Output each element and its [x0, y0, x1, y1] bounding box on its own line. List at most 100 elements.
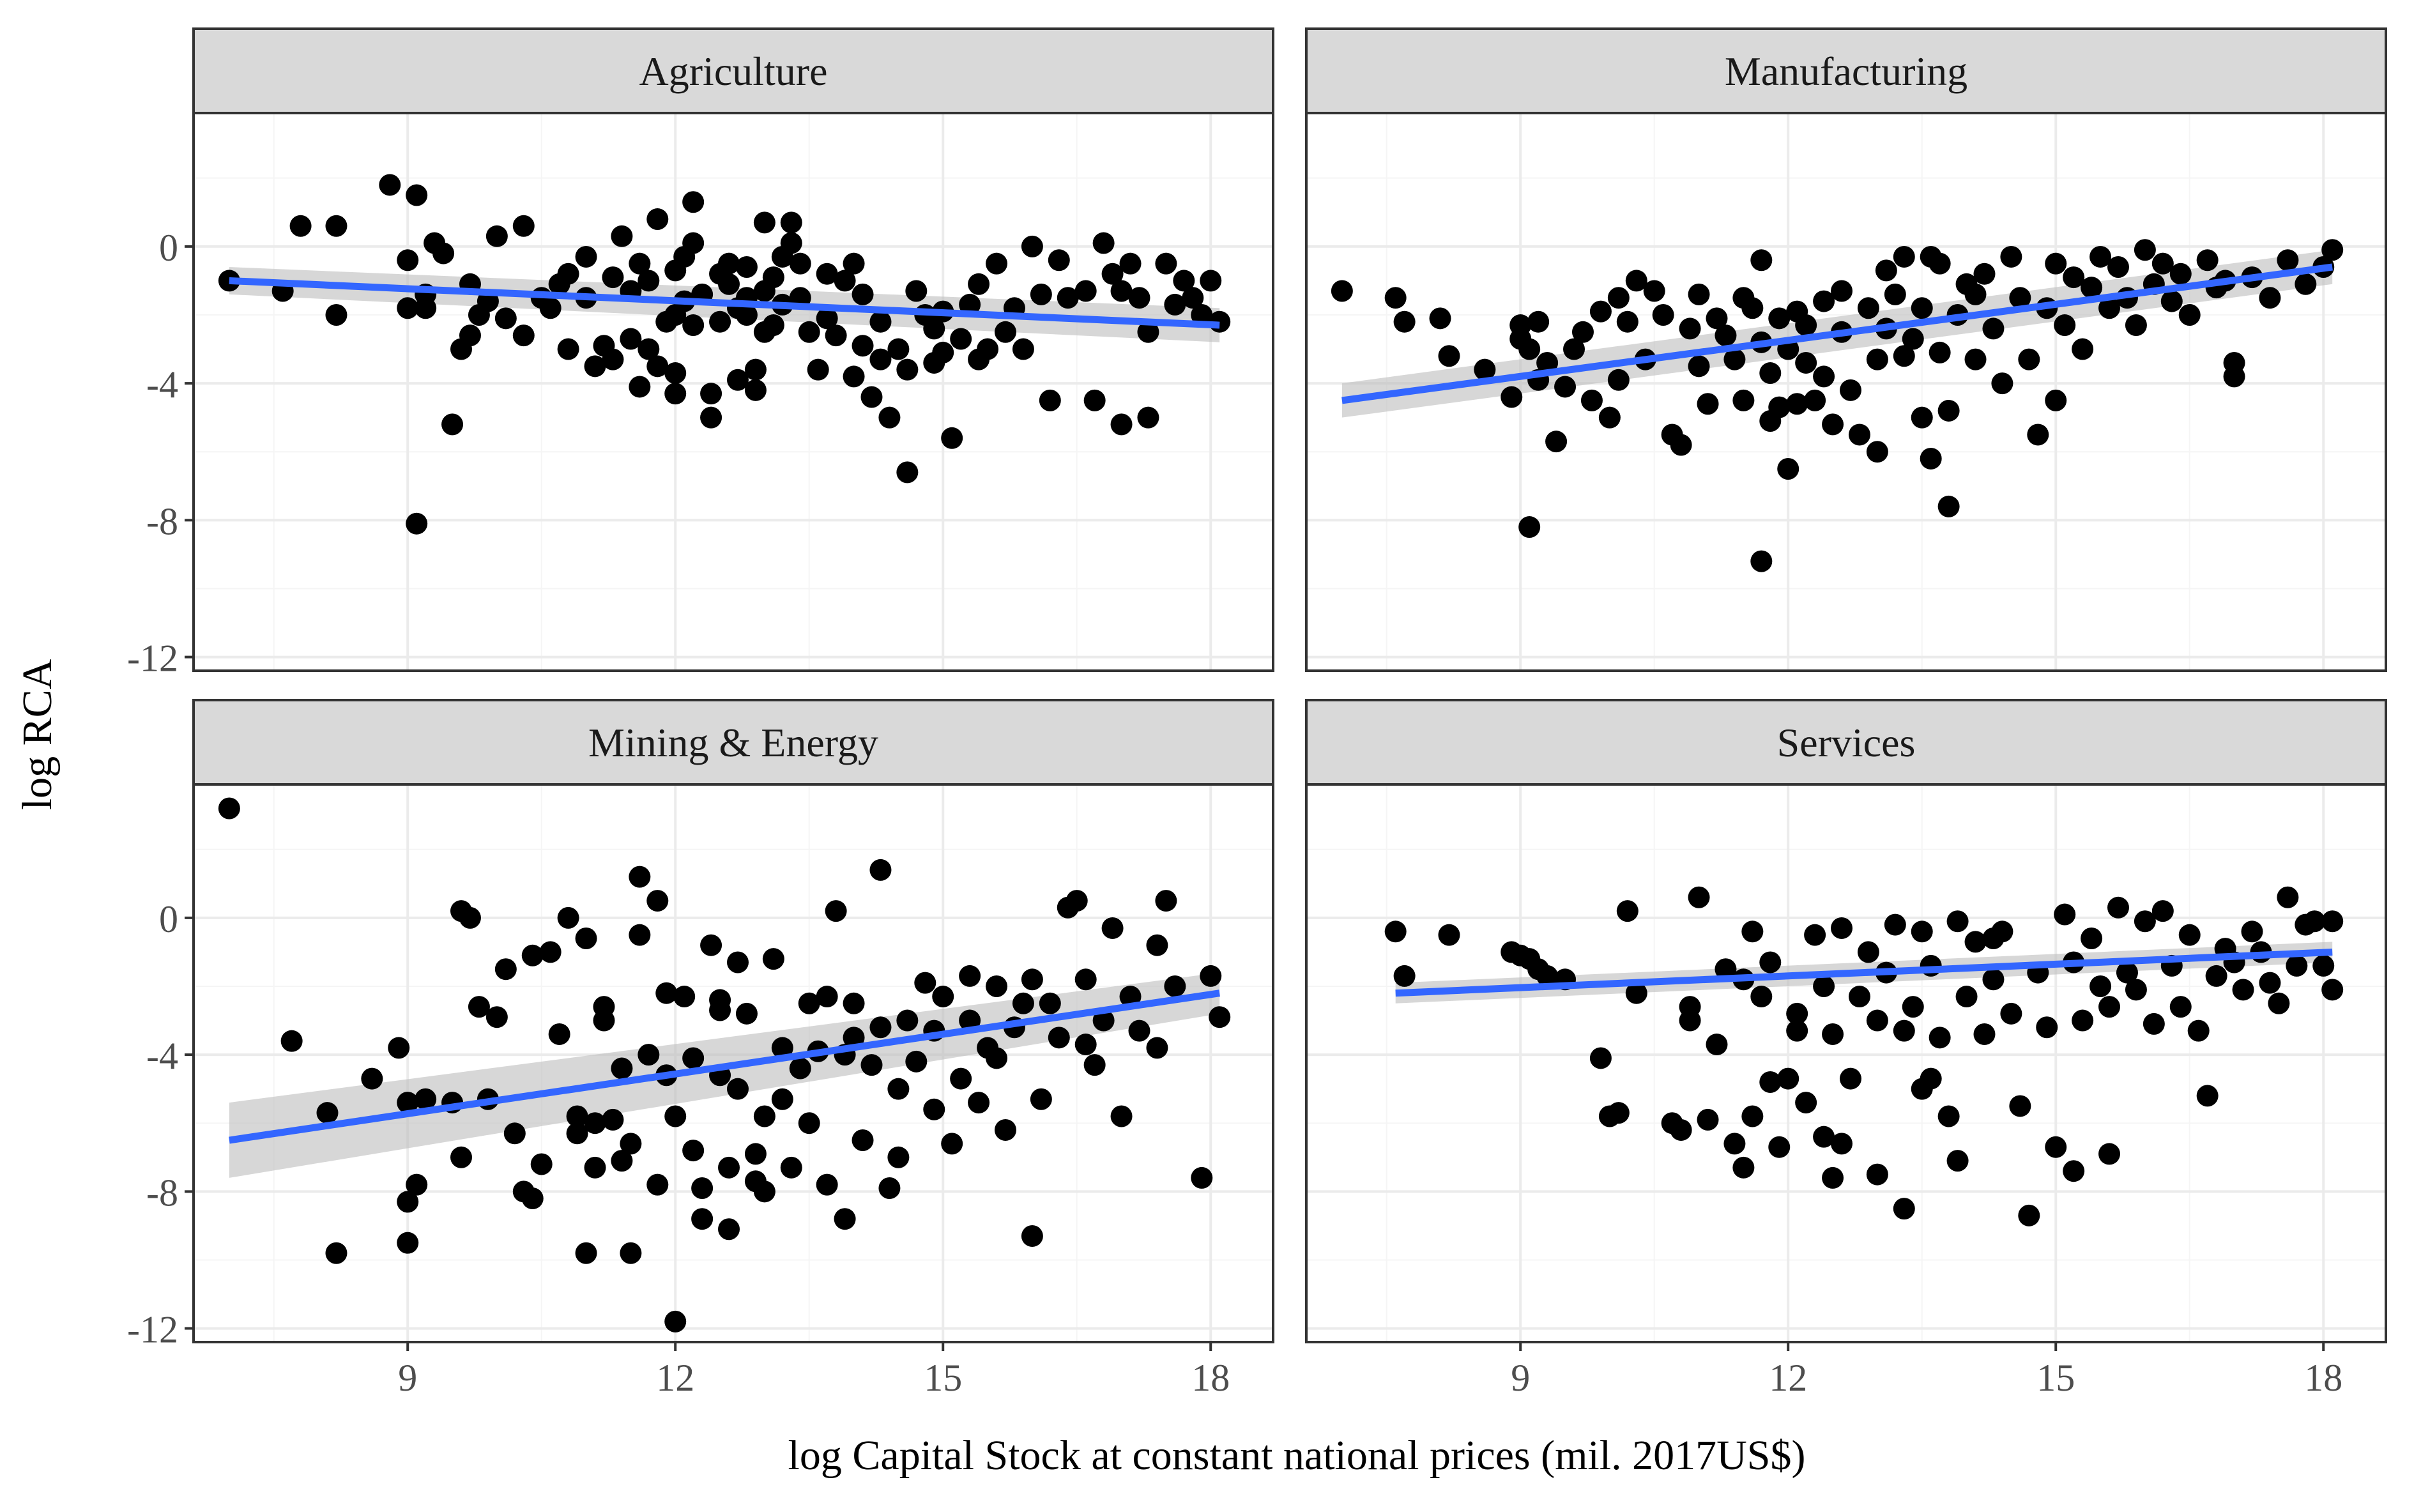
- data-point: [1616, 900, 1639, 922]
- data-point: [1518, 338, 1541, 360]
- y-tick-label: 0: [159, 227, 178, 269]
- data-point: [1173, 270, 1195, 292]
- data-point: [691, 1177, 714, 1199]
- data-point: [834, 270, 856, 292]
- data-point: [753, 321, 775, 343]
- data-point: [289, 215, 312, 237]
- data-point: [325, 303, 348, 326]
- data-point: [2036, 1016, 2058, 1039]
- data-point: [388, 1037, 410, 1059]
- data-point: [1670, 434, 1692, 456]
- data-point: [1839, 1067, 1861, 1090]
- data-point: [629, 924, 651, 946]
- data-point: [512, 325, 535, 347]
- data-point: [459, 906, 481, 929]
- data-point: [584, 355, 606, 378]
- data-point: [700, 406, 722, 429]
- data-point: [923, 1098, 945, 1120]
- data-point: [1831, 280, 1853, 302]
- data-point: [646, 1173, 669, 1196]
- data-point: [530, 1153, 553, 1175]
- data-point: [664, 1105, 687, 1127]
- data-point: [1706, 307, 1728, 330]
- data-point: [1021, 235, 1043, 257]
- data-point: [1831, 917, 1853, 939]
- data-point: [1092, 232, 1115, 254]
- data-point: [709, 310, 731, 333]
- data-point: [1759, 951, 1782, 974]
- data-point: [638, 270, 660, 292]
- data-point: [1384, 287, 1407, 309]
- data-point: [2160, 290, 2183, 312]
- data-point: [2072, 1009, 2094, 1032]
- data-point: [1741, 1105, 1764, 1127]
- data-point: [638, 1044, 660, 1066]
- data-point: [1813, 365, 1835, 388]
- data-point: [825, 900, 847, 922]
- data-point: [753, 211, 775, 234]
- data-point: [1679, 996, 1701, 1018]
- data-point: [1074, 968, 1097, 991]
- data-point: [1866, 1163, 1888, 1186]
- data-point: [1039, 389, 1061, 411]
- data-point: [1697, 1108, 1719, 1131]
- data-point: [941, 427, 963, 449]
- data-point: [1164, 293, 1186, 316]
- data-point: [1795, 1092, 1817, 1114]
- data-point: [1580, 389, 1603, 411]
- data-point: [1393, 965, 1416, 987]
- data-point: [1804, 924, 1826, 946]
- data-point: [1384, 920, 1407, 943]
- data-point: [512, 215, 535, 237]
- data-point: [1182, 287, 1204, 309]
- data-point: [602, 1108, 624, 1131]
- data-point: [834, 1208, 856, 1230]
- data-point: [878, 406, 901, 429]
- data-point: [1048, 1027, 1070, 1049]
- data-point: [789, 252, 811, 275]
- data-point: [843, 252, 865, 275]
- data-point: [1625, 270, 1647, 292]
- data-point: [2232, 979, 2254, 1001]
- regression-line: [229, 277, 1220, 329]
- data-point: [611, 225, 633, 247]
- data-point: [896, 461, 919, 484]
- data-point: [1741, 920, 1764, 943]
- data-point: [2098, 297, 2121, 319]
- data-point: [2303, 910, 2326, 933]
- data-point: [1146, 1037, 1168, 1059]
- data-point: [2295, 273, 2317, 295]
- data-point: [2134, 910, 2156, 933]
- data-point: [887, 1078, 910, 1100]
- data-point: [718, 1218, 740, 1241]
- data-point: [2321, 239, 2344, 261]
- data-point: [325, 215, 348, 237]
- data-point: [2169, 996, 2192, 1018]
- data-point: [602, 348, 624, 370]
- data-point: [2205, 965, 2227, 987]
- data-point: [1741, 297, 1764, 319]
- data-point: [986, 252, 1008, 275]
- data-point: [950, 1067, 972, 1090]
- data-point: [726, 369, 749, 391]
- data-point: [1137, 321, 1159, 343]
- data-point: [1331, 280, 1353, 302]
- data-point: [744, 379, 767, 401]
- x-tick-label: 18: [2304, 1357, 2342, 1399]
- panel-mining-energy: Mining & Energy 0 -4 -8 -12 9 12 15 18: [127, 699, 1274, 1399]
- y-tick-label: -4: [146, 1035, 178, 1077]
- data-point: [816, 1173, 838, 1196]
- data-point: [1670, 1119, 1692, 1141]
- data-point: [1110, 413, 1133, 436]
- data-point: [1902, 328, 1924, 350]
- data-point: [789, 1057, 811, 1080]
- data-point: [646, 355, 669, 378]
- data-point: [1866, 441, 1888, 463]
- data-point: [2089, 975, 2112, 997]
- data-point: [869, 859, 892, 881]
- data-point: [807, 358, 829, 381]
- x-tick-label: 12: [1769, 1357, 1807, 1399]
- y-tick-label: -12: [127, 638, 178, 680]
- data-point: [539, 941, 561, 963]
